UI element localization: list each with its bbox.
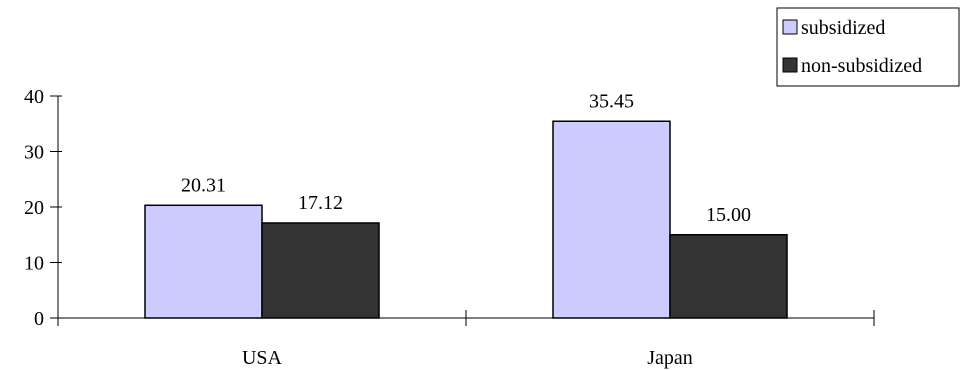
- bar-non-subsidized-japan: [670, 235, 787, 318]
- legend-label: subsidized: [801, 17, 885, 39]
- y-tick-label: 10: [24, 253, 44, 275]
- y-tick-label: 20: [24, 197, 44, 219]
- y-tick-label: 30: [24, 142, 44, 164]
- bars: [145, 121, 787, 318]
- bar-subsidized-usa: [145, 205, 262, 318]
- bar-subsidized-japan: [553, 121, 670, 318]
- y-tick-label: 40: [24, 86, 44, 108]
- legend-swatch: [783, 58, 797, 72]
- bar-non-subsidized-usa: [262, 223, 379, 318]
- data-label: 35.45: [589, 90, 634, 112]
- x-category-label: Japan: [647, 347, 693, 369]
- x-category-label: USA: [242, 347, 283, 369]
- data-label: 20.31: [181, 174, 226, 196]
- data-label: 15.00: [706, 204, 751, 226]
- y-tick-label: 0: [34, 308, 44, 330]
- legend: subsidized non-subsidized: [777, 8, 959, 86]
- data-label: 17.12: [298, 192, 343, 214]
- legend-swatch: [783, 20, 797, 34]
- legend-label: non-subsidized: [801, 55, 922, 77]
